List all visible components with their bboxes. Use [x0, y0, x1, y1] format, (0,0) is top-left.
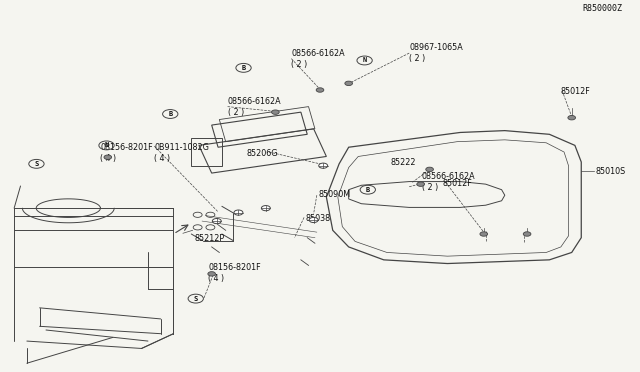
Text: 85010S: 85010S [595, 167, 625, 176]
Text: 08566-6162A
( 2 ): 08566-6162A ( 2 ) [291, 49, 345, 69]
Text: 85012F: 85012F [443, 179, 473, 187]
Circle shape [345, 81, 353, 86]
Circle shape [319, 163, 328, 168]
Text: 85090M: 85090M [319, 190, 351, 199]
Circle shape [206, 212, 215, 217]
Circle shape [480, 232, 488, 236]
Circle shape [426, 167, 433, 171]
Text: 0B911-1082G
( 4 ): 0B911-1082G ( 4 ) [154, 143, 209, 163]
Text: 85206G: 85206G [246, 149, 278, 158]
Circle shape [208, 272, 216, 276]
Text: 08566-6162A
( 2 ): 08566-6162A ( 2 ) [422, 172, 476, 192]
Text: R850000Z: R850000Z [582, 4, 623, 13]
Circle shape [212, 218, 221, 224]
Circle shape [417, 182, 424, 186]
Text: B: B [241, 65, 246, 71]
Circle shape [193, 225, 202, 230]
Circle shape [206, 225, 215, 230]
Circle shape [234, 210, 243, 215]
Text: S: S [194, 296, 198, 302]
Text: 85012F: 85012F [561, 87, 591, 96]
Circle shape [271, 110, 279, 114]
Text: 85038: 85038 [306, 214, 331, 222]
Text: S: S [35, 161, 38, 167]
Circle shape [568, 115, 575, 120]
Circle shape [261, 206, 270, 211]
Text: N: N [104, 142, 109, 148]
Text: 85212P: 85212P [195, 234, 225, 243]
Circle shape [104, 155, 111, 160]
Circle shape [316, 88, 324, 92]
Text: B: B [168, 111, 172, 117]
Text: B: B [365, 187, 370, 193]
Text: 85222: 85222 [390, 158, 415, 167]
Text: 08566-6162A
( 2 ): 08566-6162A ( 2 ) [228, 97, 281, 117]
Text: 08967-1065A
( 2 ): 08967-1065A ( 2 ) [409, 43, 463, 63]
Text: 08156-8201F
( 4 ): 08156-8201F ( 4 ) [209, 263, 261, 283]
Text: 08156-8201F
( 4 ): 08156-8201F ( 4 ) [100, 143, 153, 163]
Circle shape [309, 217, 318, 222]
Text: N: N [362, 57, 367, 64]
Circle shape [193, 212, 202, 217]
Circle shape [524, 232, 531, 236]
